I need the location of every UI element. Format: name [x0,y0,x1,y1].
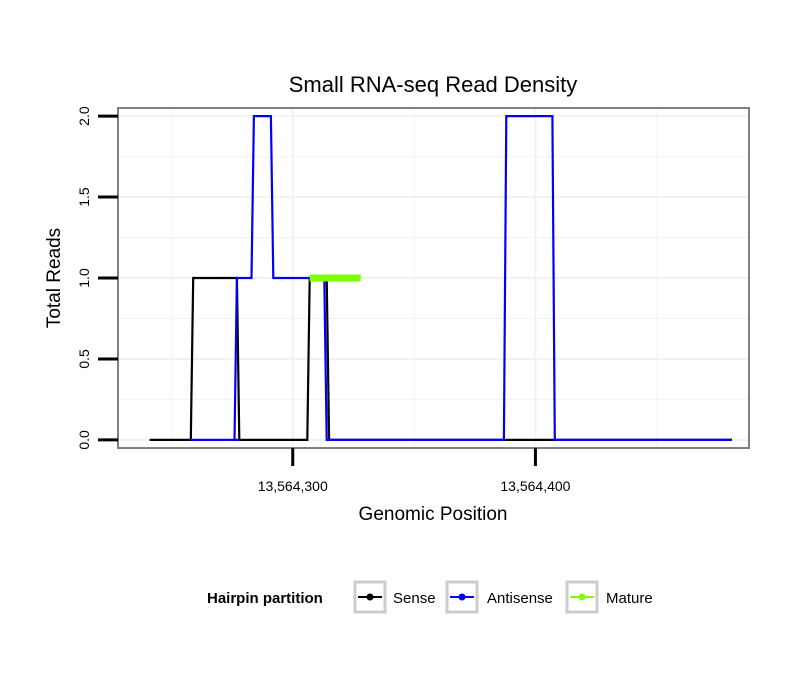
y-tick-label: 1.5 [76,187,92,207]
y-axis-title: Total Reads [44,228,65,328]
axes: 0.0 0.5 1.0 1.5 2.0 13,564,300 13,564,400 [76,106,571,494]
grid [118,108,749,448]
legend-key-point [578,593,586,601]
legend-label: Antisense [487,590,553,607]
x-tick-label: 13,564,300 [258,478,328,494]
legend-label: Sense [393,590,436,607]
y-tick-label: 1.0 [76,268,92,288]
legend-item-antisense: Antisense [445,580,553,614]
legend-label: Mature [606,590,653,607]
legend-item-mature: Mature [565,580,653,614]
y-tick-label: 0.5 [76,349,92,369]
legend-key-point [366,593,374,601]
chart-title: Small RNA-seq Read Density [289,72,578,97]
y-tick-label: 0.0 [76,430,92,450]
legend-key-point [458,593,466,601]
legend: Hairpin partition Sense Antisense Mature [207,580,653,614]
legend-item-sense: Sense [353,580,436,614]
y-tick-label: 2.0 [76,106,92,126]
legend-title: Hairpin partition [207,590,323,607]
x-axis-title: Genomic Position [359,504,508,525]
x-tick-label: 13,564,400 [500,478,570,494]
series-layer [149,114,732,441]
